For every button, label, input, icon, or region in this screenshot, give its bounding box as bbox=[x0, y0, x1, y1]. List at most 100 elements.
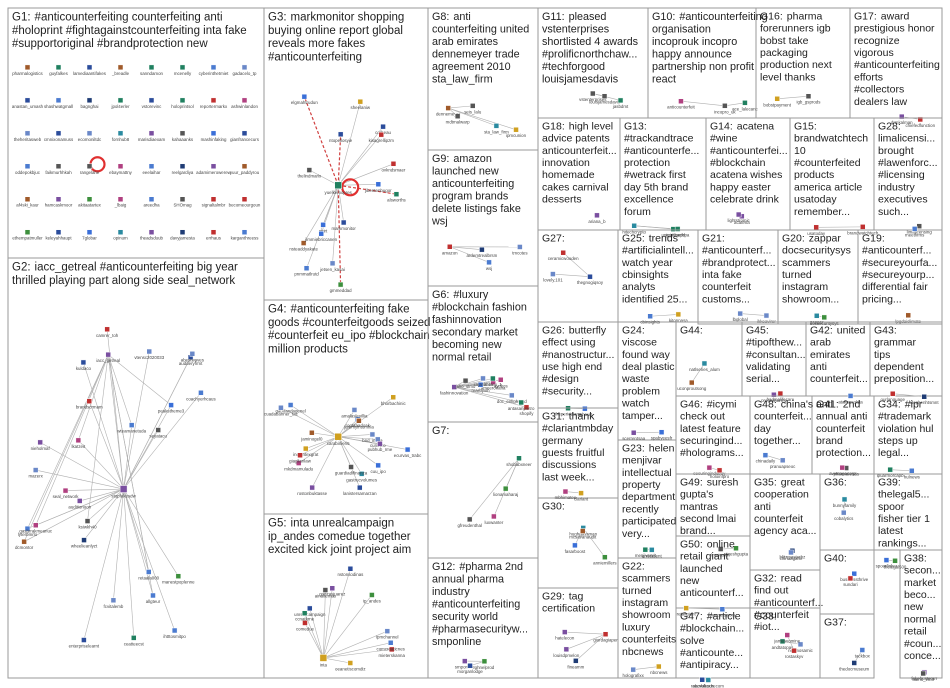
node-ovkndsmaer[interactable]: ovkndsmaer bbox=[381, 161, 406, 172]
node-anticounterfeit[interactable]: anticounterfeit bbox=[667, 98, 696, 110]
node-seyatacu[interactable]: seyatacu bbox=[149, 427, 168, 439]
node-mieterskanna[interactable]: mieterskanna bbox=[379, 646, 406, 658]
node-jaminogel0[interactable]: jaminogel0 bbox=[300, 430, 323, 441]
node-businessthrive[interactable]: businessthrive bbox=[840, 570, 869, 582]
node-ace-lalecanc[interactable]: ace_lalecanc bbox=[732, 100, 759, 111]
node-ariana-b[interactable]: ariana_b bbox=[588, 212, 606, 224]
node-af4ski-kaur[interactable]: af4ski_kaur bbox=[16, 196, 39, 208]
node-jasbdmt[interactable]: jasbdmt bbox=[612, 97, 629, 109]
node-mbhimatee[interactable]: mbhimatee bbox=[555, 488, 577, 500]
node-fcvitalemb[interactable]: fcvitalemb bbox=[104, 597, 124, 609]
node-alsworths[interactable]: alsworths bbox=[387, 191, 407, 203]
node-cmnixonamuss[interactable]: cmnixonamuss bbox=[44, 130, 74, 142]
node-thegnogiqsoy[interactable]: thegnogiqsoy bbox=[577, 273, 604, 285]
node-spoorfisher[interactable]: spoorfisher bbox=[876, 557, 898, 569]
node-cbinsights[interactable]: cbinsights bbox=[640, 313, 661, 325]
node-holografixx[interactable]: holografixx bbox=[623, 666, 645, 678]
node-bunnyfamily[interactable]: bunnyfamily bbox=[833, 496, 857, 508]
node-ceramicwooden[interactable]: ceramicwooden bbox=[548, 249, 579, 261]
node-thedocmuseum[interactable]: thedocmuseum bbox=[839, 660, 870, 671]
node-bobstpayment[interactable]: bobstpayment bbox=[763, 96, 792, 107]
node-grimbarthpa[interactable]: grimbarthpa bbox=[666, 226, 690, 237]
node-keleyahhaupt[interactable]: keleyahhaupt bbox=[45, 229, 72, 241]
node-errhaus[interactable]: errhaus bbox=[206, 229, 222, 241]
node-fornhub8[interactable]: fornhub8 bbox=[112, 130, 130, 142]
node-sheelaniw[interactable]: sheelaniw bbox=[351, 98, 371, 110]
node-mcenelly[interactable]: mcenelly bbox=[174, 64, 192, 76]
node-docsecuritysys[interactable]: docsecuritysys bbox=[810, 314, 840, 326]
node-drmkalman[interactable]: drmkalman bbox=[891, 113, 913, 125]
node-lkatzeit[interactable]: lkatzeit bbox=[72, 437, 86, 449]
node-antasanpietro[interactable]: antasanpietro bbox=[508, 399, 535, 411]
node-hatelecon[interactable]: hatelecon bbox=[555, 629, 575, 641]
node-cuadabanner-tac[interactable]: cuadabanner_tac bbox=[264, 405, 299, 416]
node-ip-andes[interactable]: ip_andes bbox=[363, 592, 382, 603]
node-mazerx[interactable]: mazerx bbox=[28, 467, 44, 479]
node-amazon[interactable]: amazon bbox=[442, 244, 458, 255]
node-gadacelo-tp[interactable]: gadacelo_tp bbox=[233, 64, 257, 76]
node-lbglobal[interactable]: lbglobal bbox=[733, 310, 748, 322]
node-gastrucvolumes[interactable]: gastrucvolumes bbox=[346, 471, 378, 482]
node-anniemillers[interactable]: anniemillers bbox=[593, 554, 617, 566]
node-lyterbmrlo[interactable]: lyterbmrlo bbox=[18, 525, 38, 537]
node-signaltalmbr[interactable]: signaltalmbr bbox=[202, 196, 226, 208]
node-fasarboost[interactable]: fasarboost bbox=[565, 542, 586, 554]
node-markmonitor[interactable]: markmonitor bbox=[331, 219, 356, 231]
node-kahaaanks[interactable]: kahaaanks bbox=[172, 130, 194, 142]
node-thelegal500[interactable]: thelegal500 bbox=[884, 558, 907, 569]
node-jimmiebriccanen[interactable]: jimmiebriccanen bbox=[304, 230, 338, 242]
node-areedha[interactable]: areedha bbox=[143, 196, 160, 208]
node-lmaiusion[interactable]: lmaiusion bbox=[711, 546, 730, 558]
node-akitaatartex[interactable]: akitaatartex bbox=[78, 196, 102, 208]
node-faikmurhhkah[interactable]: faikmurhhkah bbox=[45, 163, 72, 175]
node-louisjamesdavis[interactable]: louisjamesdavis bbox=[589, 93, 621, 105]
node-iretsey-1[interactable]: iretsey_1 bbox=[484, 375, 502, 387]
node-menjivarvit[interactable]: menjivarvit bbox=[635, 546, 657, 558]
node-comcroaticnes[interactable]: comcroaticnes bbox=[377, 640, 406, 651]
node-incopro-uk[interactable]: incopro_uk bbox=[714, 103, 736, 114]
node-rostonbuktasse[interactable]: rostonbuktasse bbox=[297, 484, 328, 496]
node-kitonnasa[interactable]: kitonnasa bbox=[669, 311, 688, 323]
node-mkdmamuladu[interactable]: mkdmamuladu bbox=[284, 460, 314, 472]
node-vtensc2020033[interactable]: vtensc2020033 bbox=[134, 348, 165, 360]
node-proceanarmy[interactable]: proceanarmy bbox=[761, 391, 788, 403]
node-jibentenbugor[interactable]: jibentenbugor bbox=[364, 181, 392, 193]
node-scerrentsaa[interactable]: scerrentsaa bbox=[622, 429, 646, 441]
node-holoinfpro[interactable]: holoinfpro bbox=[710, 467, 730, 479]
node-retaala000[interactable]: retaala000 bbox=[138, 569, 160, 580]
node-bhorbachinic[interactable]: bhorbachinic bbox=[381, 394, 407, 406]
node-guardiadifinanza[interactable]: guardiadifinanza bbox=[335, 464, 368, 475]
node-brandwatchtech[interactable]: brandwatchtech bbox=[847, 224, 879, 235]
node-reelgardiya[interactable]: reelgardiya bbox=[172, 163, 194, 175]
node-cobalytics[interactable]: cobalytics bbox=[834, 509, 854, 521]
node-ebaymattny[interactable]: ebaymattny bbox=[109, 163, 133, 175]
node-kuldaco[interactable]: kuldaco bbox=[76, 359, 92, 371]
node-eeelaihar[interactable]: eeelaihar bbox=[142, 163, 161, 175]
node-allgteur[interactable]: allgteur bbox=[146, 592, 161, 604]
node-auditionoon[interactable]: auditionoon bbox=[68, 498, 92, 509]
node-sureshgupta[interactable]: sureshgupta bbox=[724, 545, 749, 557]
node-lamediaantifakes[interactable]: lamediaantifakes bbox=[73, 64, 107, 76]
node-sundari[interactable]: sundari bbox=[843, 575, 858, 587]
node-7globar[interactable]: 7globar bbox=[82, 229, 97, 241]
node-seal-network[interactable]: seal_network bbox=[53, 487, 80, 499]
node-lightstromic[interactable]: lightstromic bbox=[728, 211, 751, 223]
node-oamblesurecom[interactable]: oamblesurecom bbox=[693, 677, 725, 688]
node-rearbyvin[interactable]: rearbyvin bbox=[472, 381, 491, 393]
node-arrestdent[interactable]: arrestdent bbox=[642, 547, 663, 558]
node-nieholmaf[interactable]: nieholmaf bbox=[31, 439, 51, 451]
node-jetsen-kasai[interactable]: jetsen_kasai bbox=[319, 260, 345, 272]
node-giordagiaper[interactable]: giordagiaper bbox=[593, 631, 618, 643]
node-avestagacorp[interactable]: avestagacorp bbox=[829, 464, 856, 476]
node-indiantexgrat[interactable]: indiantexgrat bbox=[293, 445, 319, 457]
node-ccnatkrne[interactable]: ccnatkrne bbox=[295, 610, 315, 622]
node-wheelieanlyzt[interactable]: wheelieanlyzt bbox=[71, 537, 98, 549]
node-hamcaskmoor[interactable]: hamcaskmoor bbox=[45, 196, 73, 208]
node-nbcnews[interactable]: nbcnews bbox=[650, 663, 668, 675]
node-bagnghai[interactable]: bagnghai bbox=[80, 97, 99, 109]
node-marcanswers[interactable]: marcanswers bbox=[709, 606, 736, 618]
node-theheritasweb[interactable]: theheritasweb bbox=[14, 130, 42, 142]
node-nstonsodinas[interactable]: nstonsodinas bbox=[337, 565, 364, 577]
node-lovely-101[interactable]: lovely.101 bbox=[543, 271, 563, 283]
node-wteamanetuda[interactable]: wteamanetuda bbox=[117, 422, 147, 434]
